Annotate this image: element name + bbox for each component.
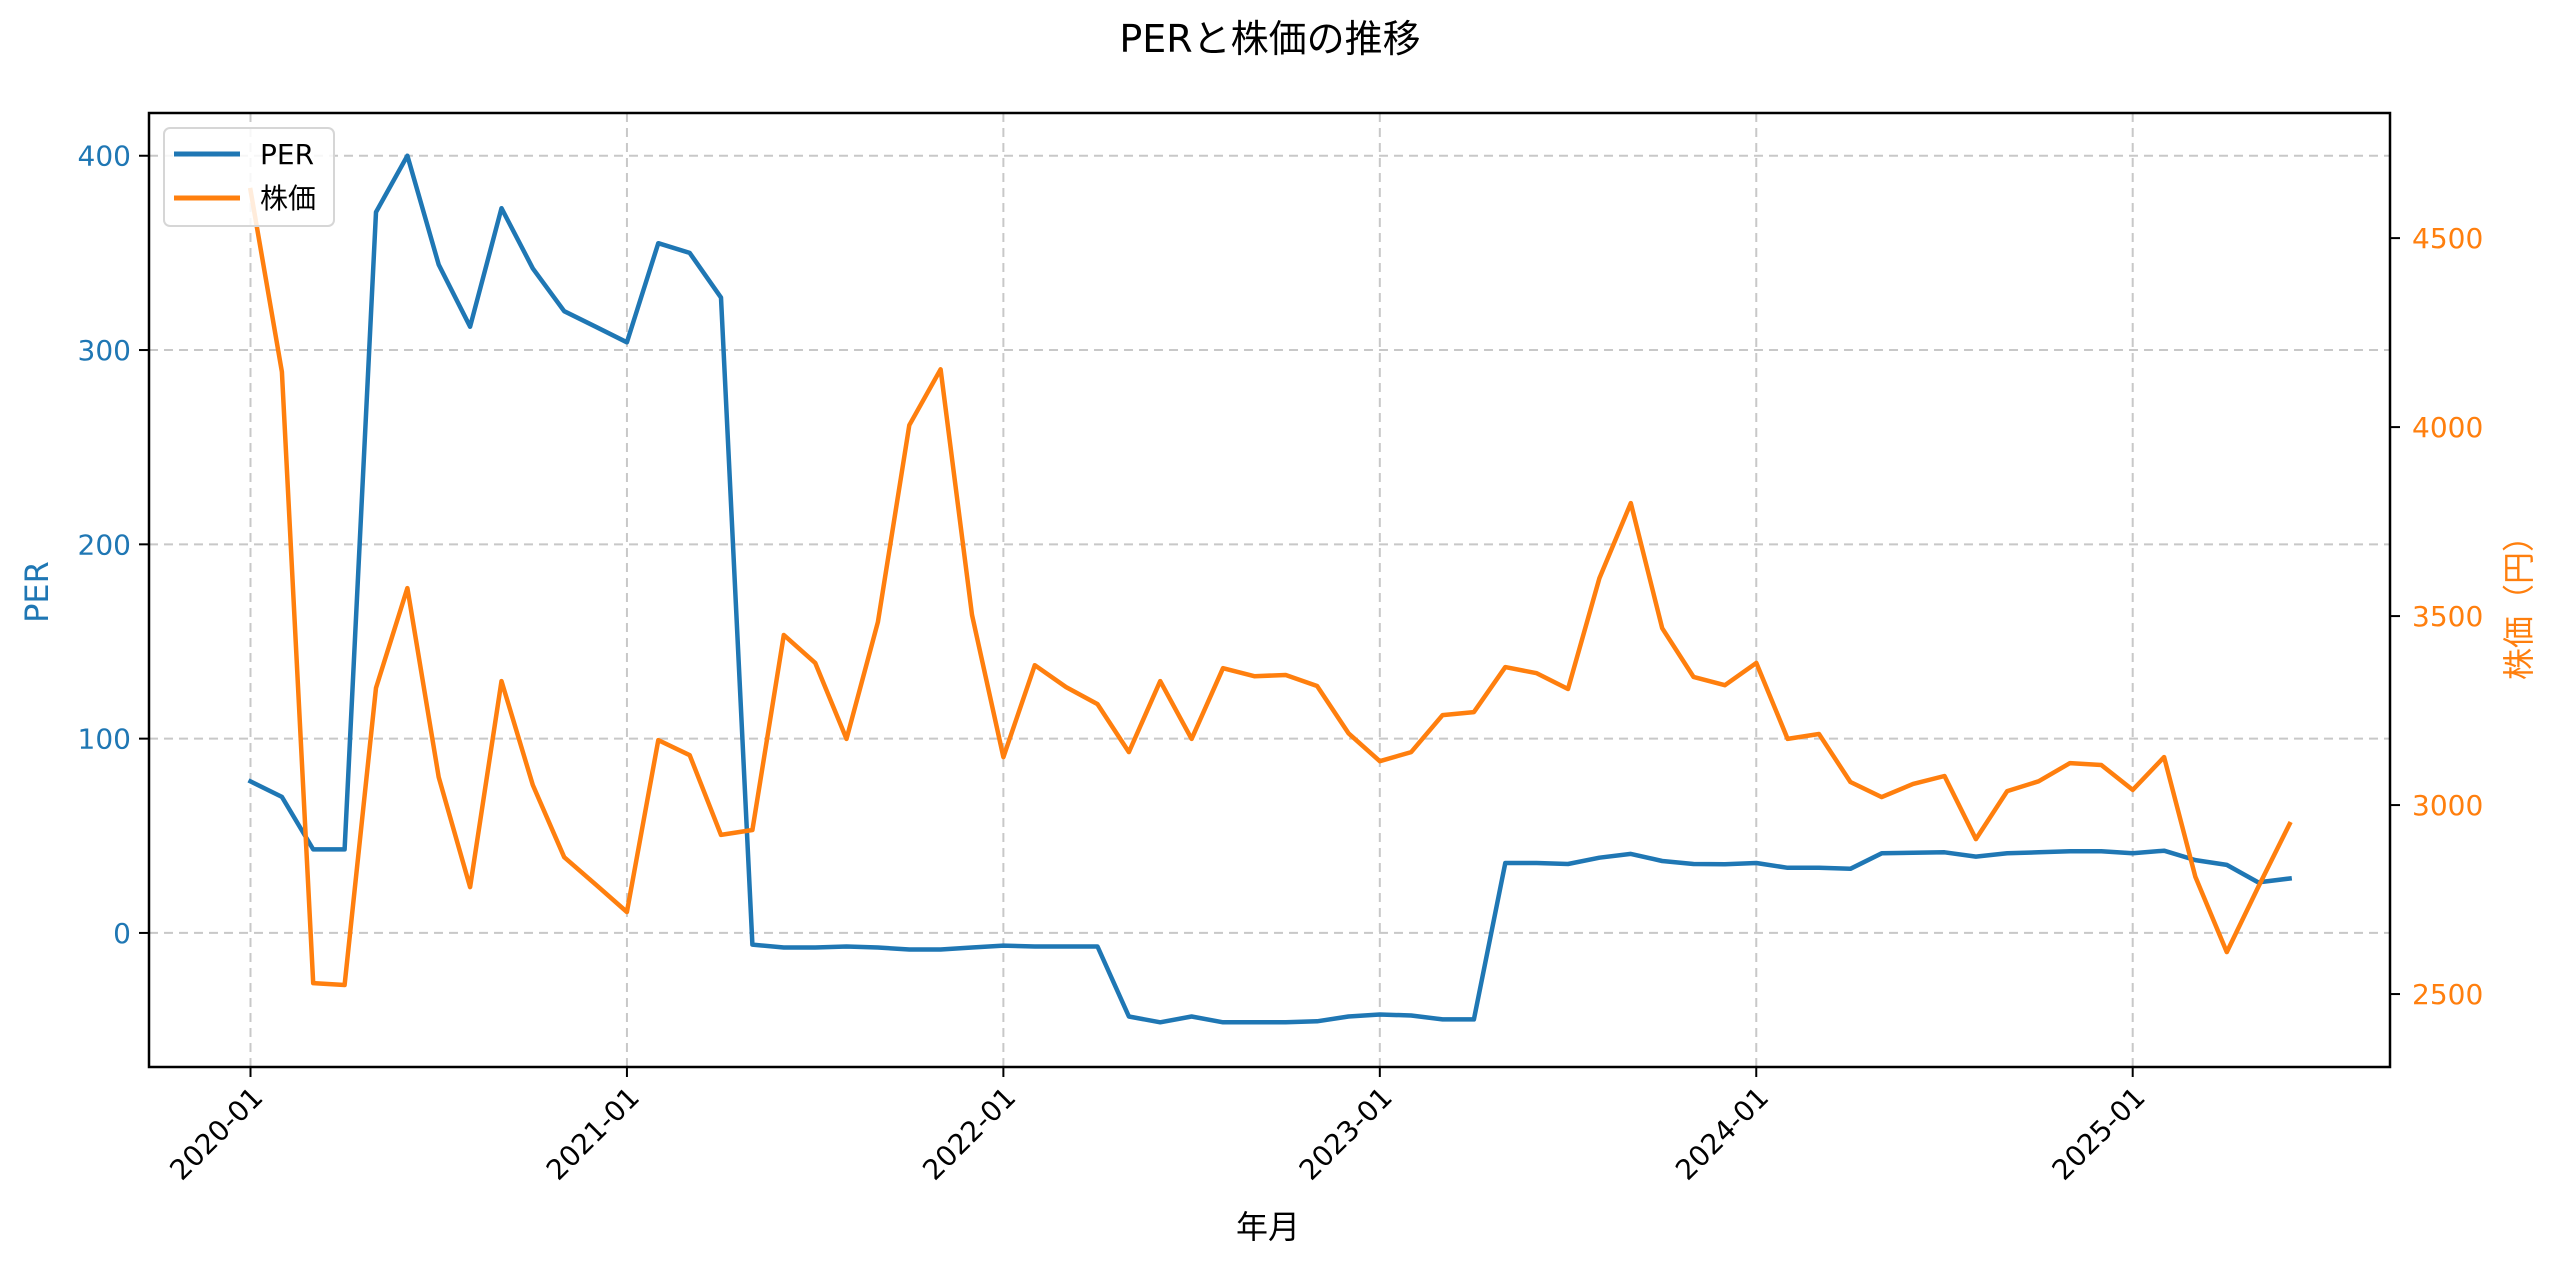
y2-tick-label: 2500 — [2412, 978, 2483, 1011]
x-tick-label: 2025-01 — [2046, 1081, 2152, 1187]
price-line — [247, 187, 2293, 988]
x-tick-label: 2023-01 — [1293, 1081, 1399, 1187]
legend-label-price: 株価 — [260, 182, 316, 215]
plot-frame — [147, 111, 2392, 1069]
y-tick-label: 100 — [78, 723, 131, 756]
y2-tick-label: 3000 — [2412, 789, 2483, 822]
y2-tick-label: 4000 — [2412, 411, 2483, 444]
y-tick-label: 400 — [78, 140, 131, 173]
x-tick-label: 2021-01 — [540, 1081, 646, 1187]
legend: PER 株価 — [163, 127, 335, 227]
x-axis-ticks: 2020-01 2021-01 2022-01 2023-01 2024-01 2025-… — [163, 1067, 2152, 1187]
y-axis-left-ticks: 0 100 200 300 400 — [78, 140, 149, 950]
y-tick-label: 0 — [113, 917, 131, 950]
y2-tick-label: 4500 — [2412, 222, 2483, 255]
x-tick-label: 2020-01 — [163, 1081, 269, 1187]
x-tick-label: 2022-01 — [916, 1081, 1022, 1187]
chart-title: PERと株価の推移 — [1119, 17, 1420, 61]
y-tick-label: 200 — [78, 528, 131, 561]
x-tick-label: 2024-01 — [1669, 1081, 1775, 1187]
y-axis-right-ticks: 2500 3000 3500 4000 4500 — [2390, 222, 2483, 1011]
series-lines — [247, 153, 2293, 1025]
y-axis-right-label: 株価（円） — [2500, 520, 2538, 680]
y2-tick-label: 3500 — [2412, 600, 2483, 633]
gridlines — [149, 113, 2390, 1067]
y-axis-left-label: PER — [18, 561, 56, 623]
legend-label-per: PER — [260, 138, 314, 171]
x-axis-label: 年月 — [1236, 1208, 1300, 1246]
y-tick-label: 300 — [78, 334, 131, 367]
per-line — [247, 153, 2293, 1025]
